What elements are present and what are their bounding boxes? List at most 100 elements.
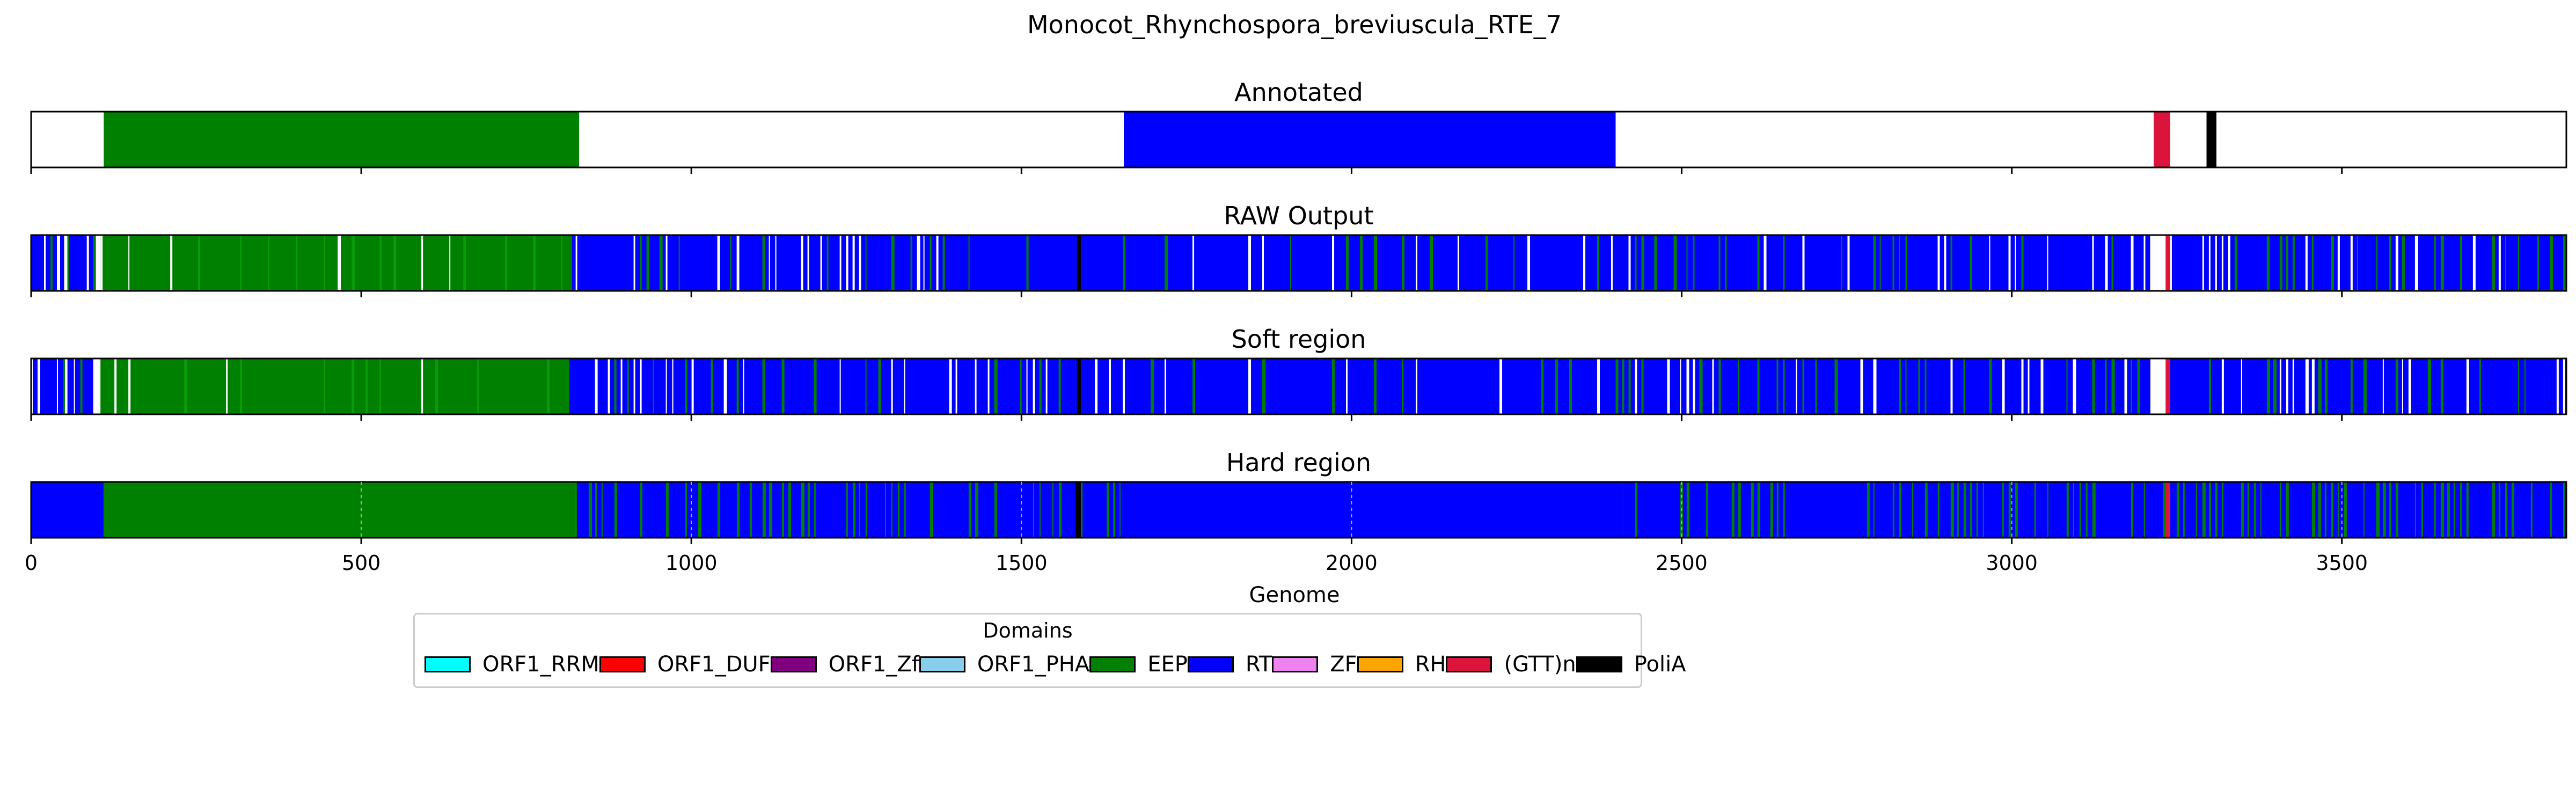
legend-swatch: [1576, 656, 1622, 672]
segment-stripe: [807, 482, 810, 538]
segment-stripe: [788, 482, 791, 538]
segment-rt: [2170, 482, 2566, 538]
segment-stripe: [588, 482, 592, 538]
segment-stripe: [1332, 358, 1335, 414]
segment-stripe: [2092, 358, 2095, 414]
segment-rt: [31, 482, 104, 538]
segment-stripe: [2363, 482, 2365, 538]
segment-stripe: [449, 235, 451, 291]
segment-stripe: [723, 358, 727, 414]
segment-polia: [1077, 235, 1081, 291]
x-tick-label: 2000: [1326, 551, 1378, 575]
segment-stripe: [1815, 358, 1817, 414]
segment--gtt-n: [2165, 358, 2170, 414]
segment-stripe: [1165, 358, 1167, 414]
segment-stripe: [1290, 235, 1292, 291]
segment-stripe: [100, 235, 103, 291]
legend-swatch: [1357, 656, 1403, 672]
segment-stripe: [2008, 482, 2011, 538]
segment-stripe: [1899, 482, 1901, 538]
segment-stripe: [897, 482, 899, 538]
segment-stripe: [2337, 235, 2340, 291]
segment-stripe: [1776, 482, 1779, 538]
segment-stripe: [691, 358, 694, 414]
segment-stripe: [865, 482, 867, 538]
segment-stripe: [884, 482, 886, 538]
segment-stripe: [2040, 358, 2044, 414]
segment-stripe: [1058, 482, 1062, 538]
x-tick-label: 3500: [2316, 551, 2368, 575]
segment-stripe: [1783, 235, 1785, 291]
segment-stripe: [2376, 235, 2377, 291]
segment-stripe: [736, 358, 739, 414]
segment-stripe: [1834, 358, 1838, 414]
segment-stripe: [891, 358, 893, 414]
segment-stripe: [1039, 358, 1042, 414]
segment-stripe: [640, 358, 642, 414]
panel-frame: [30, 111, 2567, 169]
segment-stripe: [807, 235, 809, 291]
segment-stripe: [379, 235, 382, 291]
segment-stripe: [338, 235, 341, 291]
segment-stripe: [1346, 358, 1348, 414]
segment-stripe: [1751, 482, 1754, 538]
segment-stripe: [2408, 358, 2411, 414]
chart-title: Monocot_Rhynchospora_breviuscula_RTE_7: [1027, 10, 1562, 39]
segment-stripe: [717, 482, 720, 538]
segment-stripe: [955, 358, 957, 414]
segment-stripe: [2357, 235, 2358, 291]
segment-stripe: [2021, 358, 2024, 414]
segment-stripe: [1970, 482, 1972, 538]
segment-stripe: [1402, 235, 1405, 291]
legend-label: PoliA: [1634, 652, 1686, 677]
segment-stripe: [477, 358, 479, 414]
segment-stripe: [2105, 358, 2107, 414]
segment-stripe: [1416, 235, 1418, 291]
legend-item: RH: [1357, 652, 1446, 677]
segment-stripe: [891, 482, 892, 538]
segment-stripe: [865, 358, 867, 414]
segment-stripe: [1693, 235, 1695, 291]
segment-stripe: [614, 358, 617, 414]
segment-stripe: [1109, 358, 1111, 414]
segment-stripe: [2350, 235, 2353, 291]
segment-stripe: [2124, 358, 2127, 414]
segment-stripe: [1957, 482, 1959, 538]
segment-eep: [100, 358, 569, 414]
segment-stripe: [2331, 482, 2333, 538]
segment-stripe: [1912, 482, 1913, 538]
segment-stripe: [640, 235, 642, 291]
segment-stripe: [595, 482, 597, 538]
segment-rt: [569, 358, 1081, 414]
segment-stripe: [1970, 235, 1972, 291]
segment-stripe: [2440, 235, 2444, 291]
segment-stripe: [891, 235, 895, 291]
segment-stripe: [2331, 235, 2334, 291]
segment-stripe: [1416, 358, 1418, 414]
segment-stripe: [2092, 235, 2094, 291]
segment-stripe: [2002, 482, 2004, 538]
segment-stripe: [1706, 482, 1708, 538]
segment-stripe: [685, 358, 687, 414]
segment-stripe: [1738, 482, 1741, 538]
segment-stripe: [2395, 358, 2398, 414]
segment-stripe: [685, 482, 687, 538]
segment-stripe: [2498, 235, 2501, 291]
segment-stripe: [2241, 482, 2244, 538]
segment-stripe: [2518, 358, 2519, 414]
segment-stripe: [324, 358, 326, 414]
legend-item: RT: [1187, 652, 1272, 677]
segment-stripe: [324, 235, 326, 291]
segment-stripe: [627, 358, 629, 414]
segment-stripe: [2434, 482, 2436, 538]
segment-stripe: [86, 235, 89, 291]
segment-stripe: [2131, 235, 2134, 291]
segment-stripe: [575, 235, 577, 291]
legend-item: ZF: [1272, 652, 1357, 677]
segment-stripe: [987, 358, 990, 414]
legend-item: EEP: [1089, 652, 1188, 677]
segment-stripe: [936, 235, 939, 291]
legend-swatch: [1272, 656, 1319, 672]
segment-stripe: [910, 235, 912, 291]
segment-stripe: [505, 235, 508, 291]
